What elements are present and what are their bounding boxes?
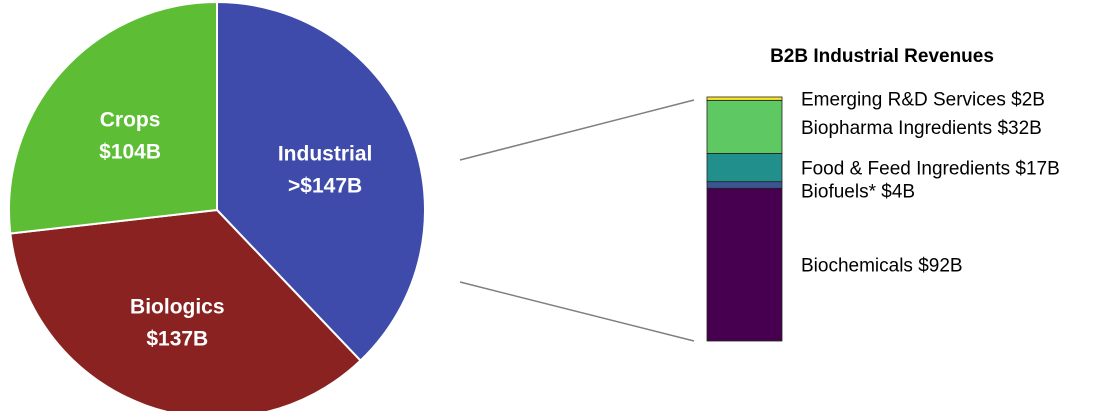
bar-segment-label-4: Emerging R&D Services $2B xyxy=(801,90,1045,111)
bar-segment-label-3: Biopharma Ingredients $32B xyxy=(801,118,1042,139)
connector-lines xyxy=(459,99,695,342)
pie-value-crops: $104B xyxy=(99,140,161,163)
bar-chart-title: B2B Industrial Revenues xyxy=(770,46,994,67)
pie-label-crops: Crops xyxy=(100,108,161,131)
pie-value-biologics: $137B xyxy=(146,328,208,351)
bar-segment-0 xyxy=(706,187,783,342)
connector-line-top xyxy=(459,99,695,161)
pie-chart: Industrial >$147B Biologics $137B Crops $104B xyxy=(7,0,426,416)
pie-label-industrial: Industrial xyxy=(278,143,373,166)
bar-segment-label-2: Food & Feed Ingredients $17B xyxy=(801,159,1060,180)
bar-segment-label-1: Biofuels* $4B xyxy=(801,182,915,203)
pie-value-industrial: >$147B xyxy=(288,175,362,198)
bar-segment-label-0: Biochemicals $92B xyxy=(801,256,963,277)
bar-segment-4 xyxy=(706,96,783,101)
bar-segment-2 xyxy=(706,153,783,183)
stacked-bar-chart: B2B Industrial Revenues Emerging R&D Ser… xyxy=(706,46,1060,342)
connector-line-bottom xyxy=(459,281,695,342)
pie-slice-biologics xyxy=(9,208,362,416)
pie-label-biologics: Biologics xyxy=(130,296,225,319)
bar-segment-1 xyxy=(706,181,783,189)
bar-segment-3 xyxy=(706,99,783,154)
pie-slice-industrial xyxy=(216,0,426,363)
pie-slice-crops xyxy=(7,0,218,235)
